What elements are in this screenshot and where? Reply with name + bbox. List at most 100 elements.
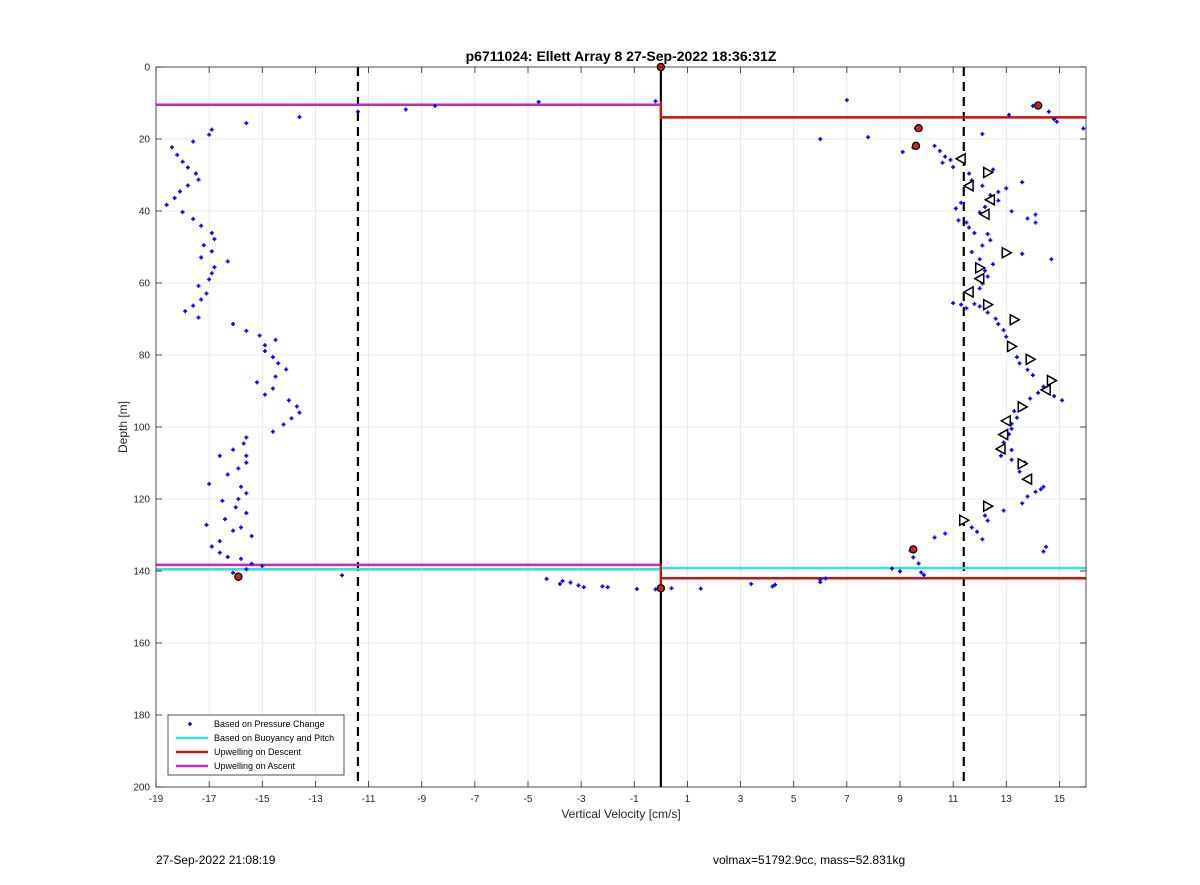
triangle-marker bbox=[1006, 340, 1019, 353]
pressure-point bbox=[297, 115, 302, 120]
pressure-point bbox=[207, 132, 212, 137]
x-tick-label: -19 bbox=[149, 794, 164, 805]
chart-title: p6711024: Ellett Array 8 27-Sep-2022 18:… bbox=[466, 48, 777, 64]
pressure-point bbox=[239, 525, 244, 530]
pressure-point bbox=[991, 262, 995, 267]
pressure-point bbox=[204, 522, 209, 527]
pressure-point bbox=[209, 230, 214, 235]
x-axis-ticks: -19 -17 -15 -13 -11 -9 -7 -5 -3 -1 1 3 5 7 9 11 13 15 bbox=[149, 67, 1065, 805]
pressure-point bbox=[1020, 501, 1025, 506]
pressure-point bbox=[1036, 390, 1041, 395]
triangle-marker bbox=[962, 285, 974, 299]
pressure-point bbox=[1009, 209, 1014, 214]
pressure-point bbox=[1054, 119, 1059, 124]
pressure-point bbox=[244, 121, 249, 126]
triangle-marker bbox=[959, 513, 971, 527]
pressure-point bbox=[185, 165, 190, 170]
pressure-point bbox=[985, 518, 990, 523]
pressure-point bbox=[1009, 457, 1014, 462]
pressure-point bbox=[284, 367, 289, 372]
pressure-point bbox=[172, 196, 177, 201]
pressure-point bbox=[977, 304, 982, 309]
pressure-point bbox=[1081, 126, 1086, 131]
pressure-point bbox=[983, 513, 988, 518]
pressure-point bbox=[921, 572, 926, 577]
pressure-point bbox=[231, 528, 236, 533]
pressure-point bbox=[818, 577, 823, 582]
pressure-point bbox=[199, 297, 204, 302]
pressure-point bbox=[1006, 112, 1011, 117]
red-marker bbox=[1033, 101, 1043, 110]
pressure-point bbox=[544, 576, 549, 581]
pressure-point bbox=[1014, 415, 1019, 420]
pressure-point bbox=[911, 555, 916, 560]
pressure-point bbox=[959, 302, 964, 307]
pressure-point bbox=[953, 206, 958, 211]
pressure-point bbox=[969, 525, 974, 530]
pressure-point bbox=[983, 205, 988, 210]
pressure-point bbox=[985, 274, 990, 279]
pressure-point bbox=[1030, 373, 1035, 378]
pressure-point bbox=[1009, 448, 1014, 453]
pressure-point bbox=[1028, 396, 1033, 401]
chart-legend: Based on Pressure Change Based on Buoyanc… bbox=[167, 714, 345, 776]
y-tick-label: 80 bbox=[139, 351, 151, 362]
pressure-point bbox=[244, 328, 249, 333]
triangle-marker bbox=[954, 152, 966, 166]
red-marker bbox=[911, 141, 921, 151]
pressure-point bbox=[943, 531, 948, 536]
pressure-point bbox=[241, 441, 246, 446]
pressure-point bbox=[175, 152, 180, 157]
pressure-point bbox=[951, 165, 956, 170]
pressure-point bbox=[932, 143, 937, 148]
pressure-point bbox=[177, 189, 182, 194]
triangle-marker bbox=[973, 272, 985, 285]
triangle-marker bbox=[1046, 374, 1059, 387]
x-tick-label: 11 bbox=[948, 794, 959, 805]
pressure-point bbox=[244, 491, 249, 496]
pressure-point bbox=[967, 225, 972, 230]
pressure-point bbox=[297, 410, 302, 415]
x-tick-label: -7 bbox=[470, 794, 479, 805]
pressure-point bbox=[209, 271, 214, 276]
legend-entry: Based on Pressure Change bbox=[214, 719, 325, 729]
legend-symbol bbox=[188, 722, 192, 726]
pressure-point bbox=[1052, 117, 1057, 122]
triangle-marker bbox=[982, 298, 995, 311]
pressure-point bbox=[260, 563, 265, 568]
pressure-point bbox=[1001, 440, 1006, 445]
pressure-point bbox=[244, 435, 249, 440]
pressure-point bbox=[980, 131, 985, 136]
pressure-point bbox=[185, 183, 190, 188]
pressure-point bbox=[1004, 334, 1009, 339]
triangle-marker bbox=[982, 166, 995, 179]
pressure-point bbox=[983, 268, 988, 273]
pressure-point bbox=[980, 537, 985, 542]
pressure-point bbox=[951, 301, 956, 306]
pressure-point bbox=[220, 498, 225, 503]
pressure-point bbox=[1041, 484, 1046, 489]
pressure-point bbox=[273, 337, 278, 342]
pressure-point bbox=[600, 584, 605, 589]
reference-lines bbox=[356, 67, 965, 787]
pressure-point bbox=[898, 569, 902, 574]
x-tick-label: -5 bbox=[524, 794, 533, 805]
pressure-point bbox=[403, 107, 408, 112]
pressure-point bbox=[1033, 489, 1038, 494]
pressure-point bbox=[1025, 216, 1030, 221]
pressure-point bbox=[1020, 251, 1025, 256]
pressure-point bbox=[972, 301, 977, 306]
grid-lines bbox=[155, 66, 1086, 788]
pressure-point bbox=[191, 216, 196, 221]
triangle-marker bbox=[1017, 457, 1029, 470]
pressure-point bbox=[964, 306, 969, 311]
red-marker bbox=[656, 584, 666, 593]
pressure-point bbox=[991, 167, 995, 172]
triangle-marker bbox=[1020, 472, 1033, 486]
triangle-marker bbox=[978, 207, 990, 221]
pressure-point bbox=[866, 135, 871, 140]
pressure-point bbox=[1041, 549, 1046, 554]
pressure-point bbox=[262, 343, 267, 348]
pressure-point bbox=[191, 303, 196, 308]
pressure-point bbox=[270, 355, 275, 360]
